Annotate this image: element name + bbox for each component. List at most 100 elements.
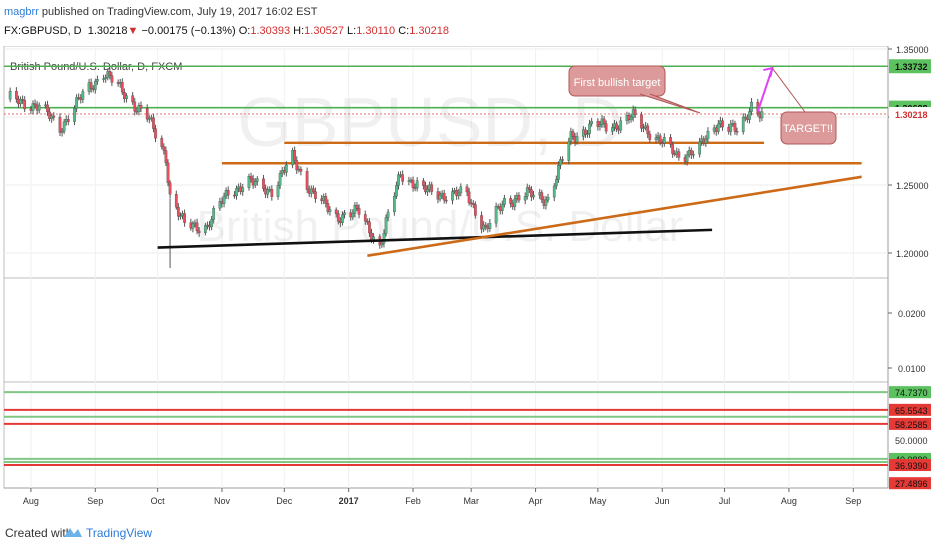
rsi-tag-bg <box>889 458 931 471</box>
candle-body <box>162 146 166 151</box>
candle-body <box>120 82 124 93</box>
candle-body <box>195 222 199 232</box>
candle-body <box>467 191 471 204</box>
candle-body <box>604 123 608 132</box>
candle-body <box>642 127 645 129</box>
candle-body <box>484 224 488 227</box>
rsi-pane[interactable] <box>3 381 889 489</box>
candle-body <box>353 205 357 214</box>
first-target-callout[interactable]: First bullish target <box>568 65 701 114</box>
candle-body <box>328 209 332 212</box>
candle-body <box>93 81 97 90</box>
candle-body <box>366 220 369 223</box>
price-tick-label: 1.25000 <box>896 181 929 191</box>
candle-body <box>482 224 485 230</box>
candle-body <box>276 185 280 197</box>
candle-body <box>52 115 56 118</box>
candle-body <box>204 225 207 234</box>
price-axis[interactable]: 1.350001.300001.250001.200001.337321.306… <box>888 46 931 259</box>
open-label: O: <box>238 25 251 37</box>
watermark-symbol: GBPUSD, D <box>237 83 622 161</box>
candle-body <box>235 188 238 197</box>
chart-header: magbrr published on TradingView.com, Jul… <box>0 0 932 46</box>
candle-body <box>590 120 593 125</box>
author-link[interactable]: magbrr <box>4 6 39 18</box>
candle-body <box>430 184 434 192</box>
time-tick-label: Mar <box>463 496 479 506</box>
candle-body <box>58 117 62 133</box>
first-target-text: First bullish target <box>574 77 661 89</box>
tradingview-link[interactable]: TradingView <box>86 526 153 540</box>
time-tick-label: 2017 <box>339 496 359 506</box>
candle-body <box>509 198 512 204</box>
candle-body <box>75 97 78 109</box>
candle-body <box>23 99 27 110</box>
indicator-axis[interactable]: 0.0200 0.0100 <box>888 309 926 374</box>
time-tick-label: Jun <box>655 496 670 506</box>
time-tick-label: Aug <box>781 496 797 506</box>
high-label: H: <box>293 25 305 37</box>
candle-body <box>139 105 143 109</box>
candle-body <box>278 173 282 186</box>
candle-body <box>293 150 297 161</box>
candle-body <box>160 138 164 147</box>
time-tick-label: Jul <box>719 496 731 506</box>
symbol-ohlc: FX:GBPUSD, D 1.30218▼ −0.00175 (−0.13%) … <box>4 25 449 37</box>
candle-body <box>611 127 614 132</box>
candle-body <box>324 196 328 204</box>
target-text: TARGET!! <box>783 123 833 135</box>
candle-body <box>397 174 400 186</box>
candle-body <box>363 214 367 222</box>
candle-body <box>413 187 417 189</box>
candle-body <box>438 194 442 200</box>
candle-body <box>633 109 637 115</box>
candle-body <box>60 131 64 133</box>
target-callout[interactable]: TARGET!! <box>780 111 837 145</box>
candles <box>8 67 764 268</box>
candle-body <box>415 180 419 189</box>
candle-body <box>677 151 681 158</box>
time-tick-label: Apr <box>529 496 543 506</box>
candle-body <box>395 185 398 197</box>
candle-body <box>575 136 579 143</box>
candle-body <box>73 108 76 122</box>
candle-body <box>110 75 114 83</box>
price-chart[interactable]: GBPUSD, D British Pound/U.S. Dollar Brit… <box>0 46 932 510</box>
candle-body <box>721 120 724 128</box>
candle-body <box>357 208 361 215</box>
candle-body <box>619 120 623 131</box>
time-tick-label: Dec <box>276 496 293 506</box>
low-value: 1.30110 <box>356 25 396 37</box>
candle-body <box>48 111 51 119</box>
candle-body <box>81 91 85 100</box>
candle-body <box>451 191 454 201</box>
candle-body <box>152 117 155 129</box>
candle-body <box>523 196 527 201</box>
rsi-tag-bg <box>889 477 931 490</box>
high-value: 1.30527 <box>304 25 344 37</box>
candle-body <box>393 196 396 213</box>
candle-body <box>422 180 425 186</box>
price-tag-last-bg <box>889 107 931 122</box>
time-tick-label: Aug <box>23 496 39 506</box>
candle-body <box>33 103 37 106</box>
candle-body <box>669 137 672 145</box>
candle-body <box>145 108 149 120</box>
candle-body <box>673 153 677 155</box>
candle-body <box>249 176 253 180</box>
candle-body <box>488 222 492 229</box>
candle-body <box>716 123 720 132</box>
indicator-pane[interactable] <box>3 277 889 383</box>
candle-body <box>183 213 186 223</box>
candle-body <box>164 150 168 163</box>
time-tick-label: Oct <box>151 496 166 506</box>
candle-body <box>685 154 689 162</box>
candle-body <box>760 111 764 119</box>
candle-body <box>125 95 128 100</box>
candle-body <box>305 171 309 190</box>
indicator-tick-label: 0.0200 <box>898 309 926 319</box>
rsi-tag-label: 65.5543 <box>895 406 928 416</box>
time-axis[interactable]: Aug Sep Oct Nov Dec 2017 Feb Mar Apr May Jun Jul Aug… <box>23 488 861 506</box>
candle-body <box>559 159 562 166</box>
candle-body <box>168 182 172 195</box>
